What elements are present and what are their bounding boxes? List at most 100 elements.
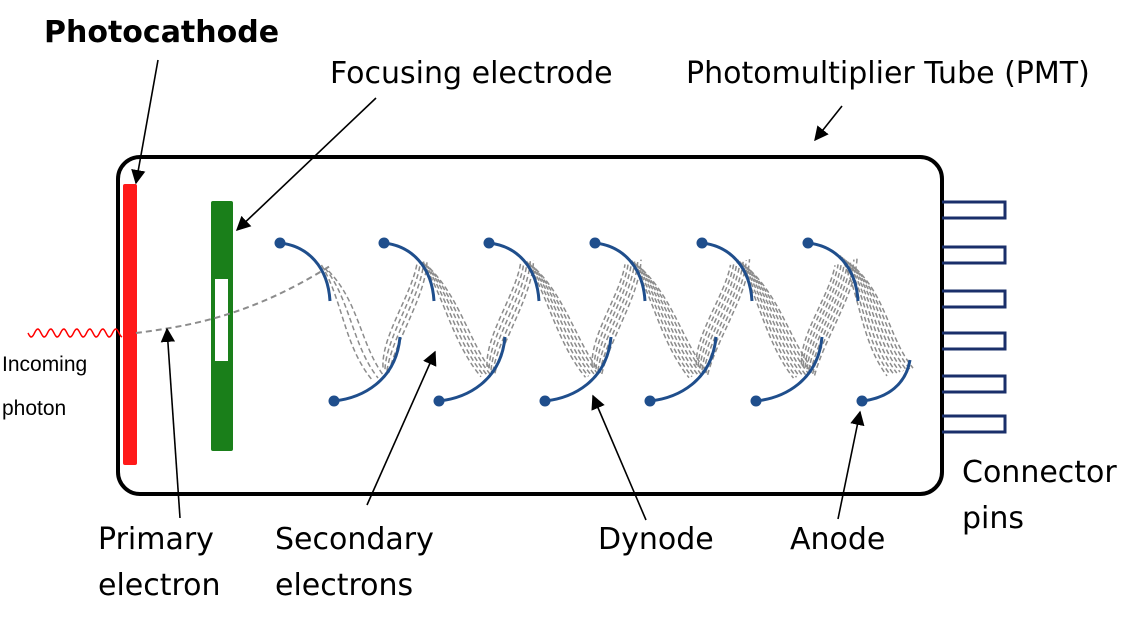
secondary-electron-path bbox=[488, 262, 525, 369]
dynode bbox=[589, 237, 647, 302]
dynode bbox=[644, 336, 718, 407]
secondary-electron-path bbox=[492, 260, 532, 372]
secondary-electron-path bbox=[808, 261, 849, 371]
connector-pins-label-line1: Connector bbox=[962, 455, 1117, 490]
secondary-electron-path bbox=[597, 261, 636, 371]
secondary-electron-path bbox=[802, 264, 839, 367]
secondary-electrons-label-line2: electrons bbox=[275, 568, 414, 603]
secondary-electron-path bbox=[742, 263, 804, 376]
secondary-electron-path bbox=[425, 264, 488, 376]
secondary-electron-path bbox=[851, 264, 908, 371]
pmt-label: Photomultiplier Tube (PMT) bbox=[686, 56, 1090, 91]
secondary-electron-path bbox=[699, 262, 738, 369]
incoming-photon-wave bbox=[27, 328, 123, 338]
secondary-electron-path bbox=[534, 268, 602, 374]
secondary-electron-path bbox=[701, 261, 741, 371]
anode-label: Anode bbox=[790, 522, 886, 557]
secondary-electron-path bbox=[423, 263, 485, 377]
connector-pin bbox=[942, 331, 1007, 351]
connector-pins-label-line2: pins bbox=[962, 501, 1025, 536]
dynode bbox=[433, 336, 507, 407]
secondary-electron-path bbox=[738, 260, 798, 378]
primary-electron-label-line2: electron bbox=[98, 568, 221, 603]
secondary-electron-path bbox=[855, 267, 914, 369]
dynode bbox=[539, 336, 613, 407]
photocathode-plate bbox=[123, 184, 137, 465]
secondary-electron-path bbox=[695, 264, 732, 366]
secondary-electron-path bbox=[382, 263, 418, 368]
secondary-electron-path bbox=[324, 267, 379, 379]
secondary-electron-path bbox=[749, 269, 816, 373]
anode-arrow bbox=[837, 410, 865, 520]
connector-pin bbox=[942, 374, 1007, 394]
tube-body bbox=[116, 155, 944, 496]
pmt-arrow bbox=[814, 105, 843, 142]
dynode bbox=[696, 237, 754, 302]
secondary-electron-path bbox=[641, 268, 708, 373]
secondary-electron-path bbox=[529, 263, 593, 376]
secondary-electron-path bbox=[421, 261, 482, 378]
secondary-electrons-arrow bbox=[366, 350, 437, 506]
secondary-electron-path bbox=[386, 261, 425, 371]
connector-pin bbox=[942, 200, 1007, 220]
secondary-electron-path bbox=[427, 266, 491, 375]
dynode bbox=[483, 237, 541, 302]
incoming-photon-label-line1: Incoming bbox=[2, 353, 88, 376]
secondary-electron-path bbox=[320, 264, 373, 381]
connector-pins-group bbox=[942, 200, 1007, 434]
secondary-electron-path bbox=[525, 260, 587, 378]
secondary-electron-path bbox=[527, 262, 590, 377]
connector-pin bbox=[942, 289, 1007, 309]
secondary-electron-path bbox=[632, 261, 693, 378]
anode-element bbox=[856, 359, 912, 407]
secondary-electron-path bbox=[847, 261, 901, 373]
secondary-electron-path bbox=[630, 260, 690, 379]
secondary-electron-path bbox=[740, 262, 801, 377]
dynode bbox=[328, 336, 402, 407]
secondary-electron-path bbox=[703, 261, 744, 372]
connector-pin bbox=[942, 414, 1007, 434]
primary-electron-label-line1: Primary bbox=[98, 522, 214, 557]
secondary-electron-paths bbox=[320, 255, 914, 381]
secondary-electron-path bbox=[804, 263, 843, 368]
secondary-electron-path bbox=[810, 260, 852, 373]
secondary-electron-path bbox=[746, 266, 810, 375]
photocathode-arrow bbox=[131, 59, 159, 185]
secondary-electron-path bbox=[800, 265, 836, 365]
secondary-electron-path bbox=[429, 267, 494, 374]
dynodes-group bbox=[274, 237, 860, 407]
secondary-electron-path bbox=[841, 256, 891, 376]
incoming-photon-label-line2: photon bbox=[2, 397, 67, 420]
dynode-arrow bbox=[591, 394, 647, 521]
secondary-electron-path bbox=[706, 259, 751, 375]
dynode-label: Dynode bbox=[598, 522, 714, 557]
dynode bbox=[750, 336, 824, 407]
secondary-electron-path bbox=[531, 265, 596, 376]
secondary-electron-path bbox=[839, 255, 888, 377]
secondary-electron-path bbox=[853, 266, 911, 370]
photocathode-label: Photocathode bbox=[44, 15, 280, 50]
dynode bbox=[802, 237, 860, 302]
secondary-electron-path bbox=[591, 264, 626, 367]
secondary-electron-path bbox=[595, 262, 633, 370]
focusing-electrode-aperture bbox=[215, 279, 228, 361]
secondary-electron-path bbox=[638, 266, 702, 375]
connector-pin bbox=[942, 245, 1007, 265]
secondary-electron-path bbox=[806, 262, 846, 370]
secondary-electron-path bbox=[486, 263, 522, 367]
secondary-electron-path bbox=[593, 263, 629, 368]
secondary-electrons-label-line1: Secondary bbox=[275, 522, 434, 557]
focusing-electrode-arrow bbox=[235, 97, 377, 231]
primary-electron-arrow bbox=[160, 327, 181, 519]
secondary-electron-path bbox=[384, 262, 422, 370]
dynode bbox=[378, 237, 436, 302]
primary-electron-path bbox=[135, 265, 331, 334]
secondary-electron-path bbox=[490, 261, 528, 371]
pointer-arrows bbox=[131, 59, 865, 521]
dynode bbox=[274, 237, 332, 302]
secondary-electron-path bbox=[634, 263, 696, 377]
secondary-electron-path bbox=[737, 259, 795, 379]
secondary-electron-path bbox=[640, 267, 705, 374]
